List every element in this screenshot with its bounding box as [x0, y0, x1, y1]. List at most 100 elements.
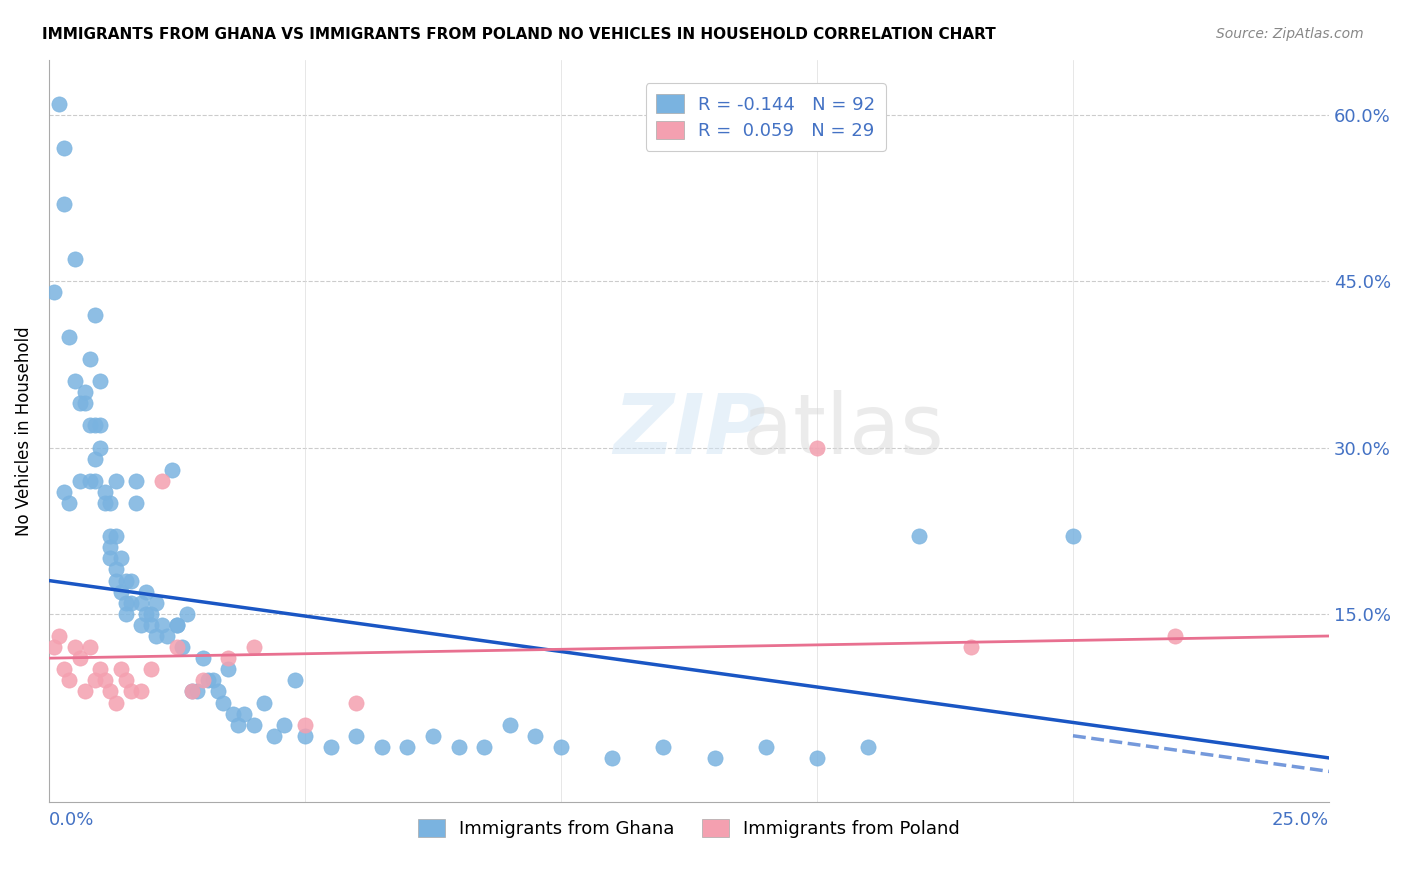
Point — [114, 596, 136, 610]
Text: Source: ZipAtlas.com: Source: ZipAtlas.com — [1216, 27, 1364, 41]
Point — [63, 374, 86, 388]
Point — [600, 751, 623, 765]
Point — [104, 574, 127, 588]
Point — [94, 673, 117, 688]
Point — [125, 474, 148, 488]
Point — [114, 607, 136, 621]
Point — [84, 308, 107, 322]
Point — [856, 739, 879, 754]
Point — [422, 729, 444, 743]
Point — [319, 739, 342, 754]
Point — [53, 196, 76, 211]
Point — [104, 696, 127, 710]
Point — [172, 640, 194, 654]
Point — [212, 696, 235, 710]
Point — [125, 496, 148, 510]
Point — [73, 684, 96, 698]
Point — [197, 673, 219, 688]
Point — [166, 640, 188, 654]
Point — [58, 496, 80, 510]
Point — [89, 374, 111, 388]
Point — [294, 729, 316, 743]
Point — [42, 285, 65, 300]
Point — [120, 596, 142, 610]
Point — [42, 640, 65, 654]
Point — [156, 629, 179, 643]
Point — [344, 696, 367, 710]
Text: 0.0%: 0.0% — [49, 811, 94, 830]
Point — [166, 618, 188, 632]
Y-axis label: No Vehicles in Household: No Vehicles in Household — [15, 326, 32, 536]
Legend: Immigrants from Ghana, Immigrants from Poland: Immigrants from Ghana, Immigrants from P… — [411, 812, 967, 846]
Point — [89, 441, 111, 455]
Point — [135, 607, 157, 621]
Point — [100, 684, 122, 698]
Point — [242, 640, 264, 654]
Point — [191, 651, 214, 665]
Point — [48, 97, 70, 112]
Point — [129, 684, 152, 698]
Point — [145, 629, 167, 643]
Point — [100, 529, 122, 543]
Point — [114, 574, 136, 588]
Point — [120, 684, 142, 698]
Point — [79, 351, 101, 366]
Point — [104, 529, 127, 543]
Point — [141, 607, 163, 621]
Point — [150, 474, 173, 488]
Point — [263, 729, 285, 743]
Point — [79, 418, 101, 433]
Point — [908, 529, 931, 543]
Point — [150, 618, 173, 632]
Point — [94, 484, 117, 499]
Point — [110, 662, 132, 676]
Point — [222, 706, 245, 721]
Point — [84, 451, 107, 466]
Point — [53, 662, 76, 676]
Point — [84, 474, 107, 488]
Point — [69, 396, 91, 410]
Point — [100, 541, 122, 555]
Point — [84, 673, 107, 688]
Point — [228, 717, 250, 731]
Point — [104, 474, 127, 488]
Point — [176, 607, 198, 621]
Point — [191, 673, 214, 688]
Point — [550, 739, 572, 754]
Point — [166, 618, 188, 632]
Point — [79, 640, 101, 654]
Text: IMMIGRANTS FROM GHANA VS IMMIGRANTS FROM POLAND NO VEHICLES IN HOUSEHOLD CORRELA: IMMIGRANTS FROM GHANA VS IMMIGRANTS FROM… — [42, 27, 995, 42]
Point — [79, 474, 101, 488]
Point — [63, 640, 86, 654]
Point — [472, 739, 495, 754]
Point — [94, 496, 117, 510]
Point — [284, 673, 307, 688]
Point — [371, 739, 394, 754]
Point — [499, 717, 522, 731]
Point — [58, 329, 80, 343]
Text: ZIP: ZIP — [613, 391, 765, 472]
Point — [181, 684, 204, 698]
Point — [104, 562, 127, 576]
Point — [89, 662, 111, 676]
Point — [135, 584, 157, 599]
Point — [652, 739, 675, 754]
Point — [959, 640, 981, 654]
Text: atlas: atlas — [742, 391, 943, 472]
Point — [253, 696, 276, 710]
Point — [217, 662, 239, 676]
Point — [100, 551, 122, 566]
Point — [58, 673, 80, 688]
Point — [145, 596, 167, 610]
Point — [73, 396, 96, 410]
Point — [110, 551, 132, 566]
Point — [129, 618, 152, 632]
Point — [160, 463, 183, 477]
Point — [806, 751, 828, 765]
Point — [53, 141, 76, 155]
Point — [53, 484, 76, 499]
Point — [114, 673, 136, 688]
Point — [806, 441, 828, 455]
Point — [69, 474, 91, 488]
Point — [120, 574, 142, 588]
